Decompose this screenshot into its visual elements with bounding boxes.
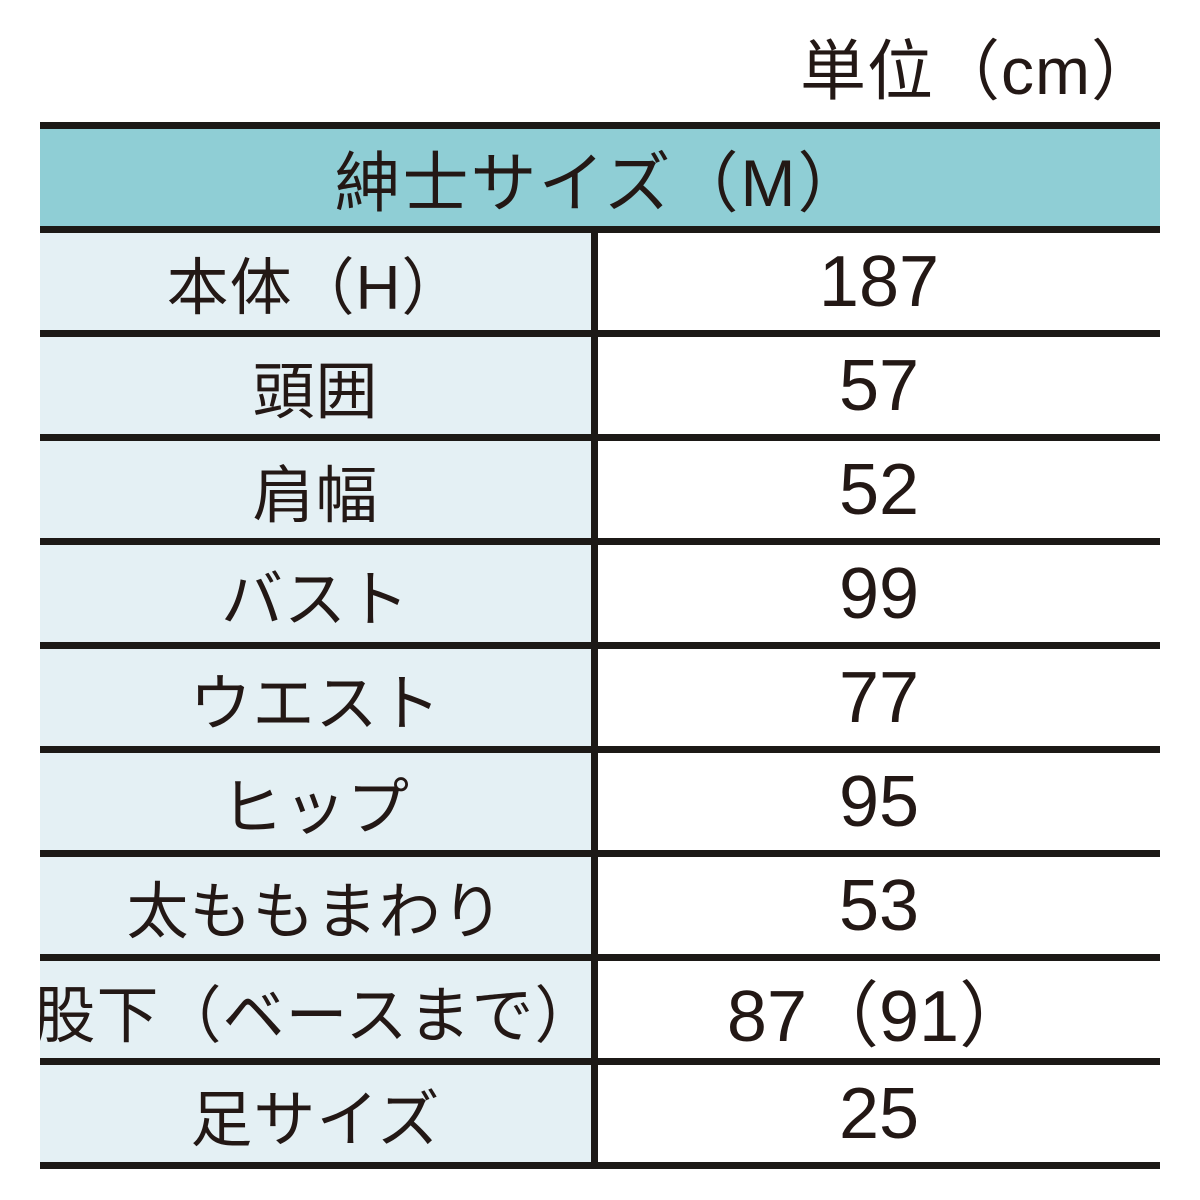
table-header-mens-size-m: 紳士サイズ（M） <box>40 129 1160 233</box>
table-row: ウエスト 77 <box>40 649 1160 753</box>
row-label: 本体（H） <box>40 233 598 330</box>
row-value: 99 <box>598 545 1160 642</box>
row-label: 頭囲 <box>40 337 598 434</box>
table-row: バスト 99 <box>40 545 1160 649</box>
row-value: 52 <box>598 441 1160 538</box>
table-row: 足サイズ 25 <box>40 1065 1160 1169</box>
row-label: 肩幅 <box>40 441 598 538</box>
table-row: 頭囲 57 <box>40 337 1160 441</box>
row-label: ヒップ <box>40 753 598 850</box>
row-label: ウエスト <box>40 649 598 746</box>
size-table: 紳士サイズ（M） 本体（H） 187 頭囲 57 肩幅 52 バスト 99 ウエ… <box>40 122 1160 1169</box>
table-row: 肩幅 52 <box>40 441 1160 545</box>
row-label: 股下（ベースまで） <box>40 961 598 1058</box>
unit-label: 単位（cm） <box>800 34 1158 108</box>
table-row: ヒップ 95 <box>40 753 1160 857</box>
row-value: 53 <box>598 857 1160 954</box>
row-label: バスト <box>40 545 598 642</box>
table-row: 本体（H） 187 <box>40 233 1160 337</box>
row-label: 太ももまわり <box>40 857 598 954</box>
row-value: 77 <box>598 649 1160 746</box>
row-value: 25 <box>598 1065 1160 1162</box>
row-value: 95 <box>598 753 1160 850</box>
row-value: 187 <box>598 233 1160 330</box>
table-row: 太ももまわり 53 <box>40 857 1160 961</box>
row-label: 足サイズ <box>40 1065 598 1162</box>
row-value: 87（91） <box>598 961 1160 1058</box>
row-value: 57 <box>598 337 1160 434</box>
table-row: 股下（ベースまで） 87（91） <box>40 961 1160 1065</box>
